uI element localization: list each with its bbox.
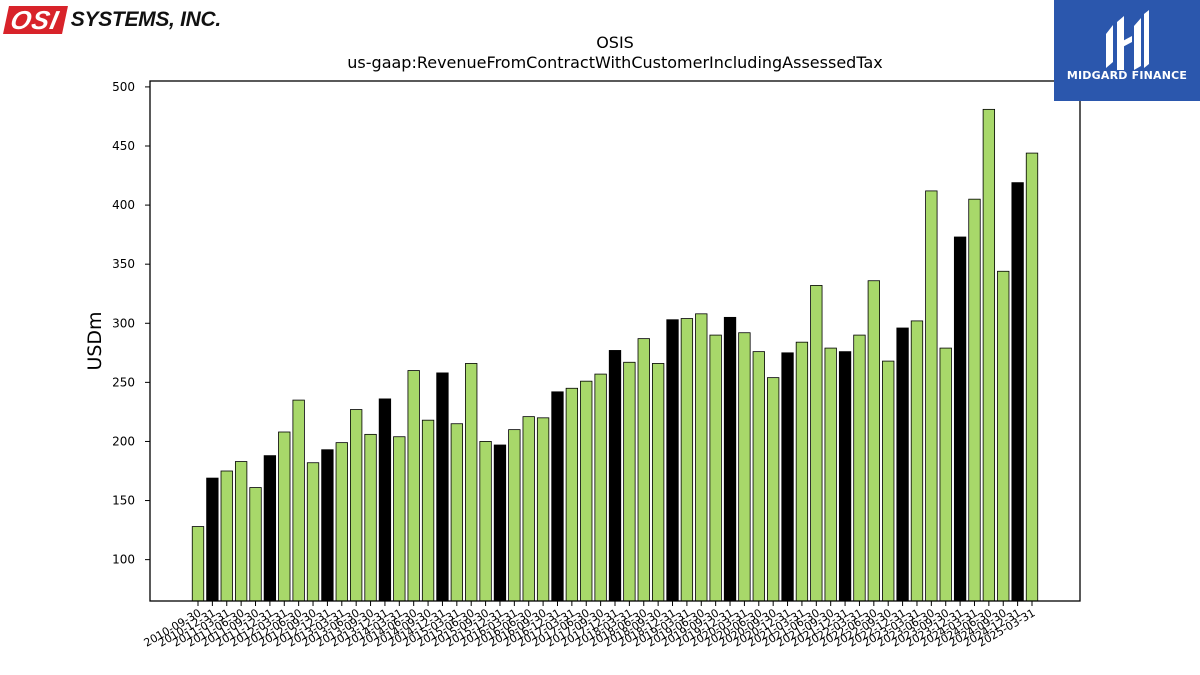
- bar-2022-12-31: [896, 327, 909, 602]
- bar-2019-09-30: [709, 334, 722, 602]
- y-tick-label: 500: [112, 80, 135, 94]
- bar-2023-03-31: [910, 320, 924, 602]
- bar-2024-03-31: [968, 198, 981, 602]
- y-tick-label: 150: [112, 494, 135, 508]
- bars-group: [191, 108, 1039, 602]
- bar-2024-12-31: [1011, 182, 1024, 602]
- bar-2019-03-31: [680, 318, 694, 602]
- watermark-emblem-icon: [1106, 10, 1149, 70]
- bar-2013-12-31: [378, 398, 392, 602]
- chart-subtitle: us-gaap:RevenueFromContractWithCustomerI…: [347, 53, 882, 72]
- bar-2020-03-31: [738, 332, 751, 602]
- bar-2011-09-30: [249, 487, 262, 602]
- bar-2018-06-30: [637, 338, 650, 602]
- bar-2019-06-30: [695, 313, 708, 602]
- bar-2013-09-30: [364, 433, 377, 602]
- bar-2013-03-31: [335, 442, 348, 602]
- bar-2018-12-31: [666, 319, 679, 602]
- bar-2020-12-31: [781, 352, 794, 602]
- bar-2017-06-30: [580, 380, 593, 602]
- bar-2019-12-31: [723, 316, 737, 602]
- bar-2013-06-30: [350, 409, 363, 602]
- bar-2022-06-30: [867, 280, 880, 602]
- bar-2015-06-30: [465, 363, 478, 602]
- bar-2014-06-30: [407, 370, 420, 602]
- bar-2011-03-31: [220, 470, 233, 602]
- bar-2015-12-31: [493, 444, 507, 602]
- y-axis: 100 150 200 250 300 350 400 450 500: [112, 80, 150, 567]
- bar-2023-06-30: [925, 190, 938, 602]
- bar-2017-12-31: [608, 350, 622, 602]
- plot-frame: [149, 80, 1081, 602]
- bar-2014-12-31: [436, 372, 449, 602]
- bar-2016-12-31: [551, 391, 564, 602]
- bar-2025-03-31: [1025, 152, 1039, 602]
- bar-2012-09-30: [306, 462, 320, 602]
- bar-2014-03-31: [393, 436, 406, 602]
- y-tick-label: 400: [112, 198, 135, 212]
- y-tick-label: 200: [112, 434, 135, 448]
- chart-title: OSIS: [596, 33, 634, 52]
- y-tick-label: 100: [112, 553, 135, 567]
- y-tick-label: 350: [112, 257, 135, 271]
- logo-text: SYSTEMS, INC.: [70, 8, 221, 31]
- bar-2012-12-31: [321, 449, 334, 602]
- bar-2017-03-31: [565, 387, 579, 602]
- bar-2016-06-30: [522, 416, 535, 602]
- bar-2012-03-31: [278, 431, 291, 602]
- bar-2010-12-31: [206, 477, 219, 602]
- bar-2017-09-30: [594, 373, 607, 602]
- bar-2015-09-30: [479, 441, 492, 602]
- y-tick-label: 450: [112, 139, 135, 153]
- x-axis: 2010-09-302010-12-312011-03-312011-06-30…: [142, 601, 1038, 650]
- watermark-logo: MIDGARD FINANCE: [1054, 0, 1200, 101]
- bar-2020-09-30: [767, 377, 780, 602]
- bar-2021-06-30: [810, 285, 823, 602]
- bar-2024-06-30: [982, 108, 996, 602]
- watermark-text: MIDGARD FINANCE: [1066, 69, 1188, 82]
- bar-2020-06-30: [752, 351, 765, 602]
- y-tick-label: 300: [112, 316, 135, 330]
- bar-2018-03-31: [623, 361, 636, 602]
- bar-2011-06-30: [234, 461, 248, 602]
- bar-2016-09-30: [536, 417, 550, 602]
- bar-2023-09-30: [939, 347, 952, 602]
- bar-2011-12-31: [263, 455, 277, 602]
- y-axis-label: USDm: [84, 311, 106, 370]
- bar-2022-09-30: [882, 360, 895, 602]
- bar-2015-03-31: [450, 423, 463, 602]
- bar-2012-06-30: [292, 399, 305, 602]
- y-tick-label: 250: [112, 375, 135, 389]
- bar-2022-03-31: [853, 334, 866, 602]
- bar-2024-09-30: [997, 270, 1010, 602]
- bar-2021-09-30: [824, 347, 837, 602]
- bar-2010-09-30: [191, 526, 205, 602]
- bar-2021-03-31: [795, 341, 809, 602]
- bar-2014-09-30: [421, 419, 435, 602]
- bar-2021-12-31: [838, 351, 852, 602]
- bar-2016-03-31: [508, 429, 521, 602]
- company-logo: OSI SYSTEMS, INC.: [3, 4, 221, 36]
- bar-2018-09-30: [651, 363, 665, 602]
- bar-2023-12-31: [953, 236, 967, 602]
